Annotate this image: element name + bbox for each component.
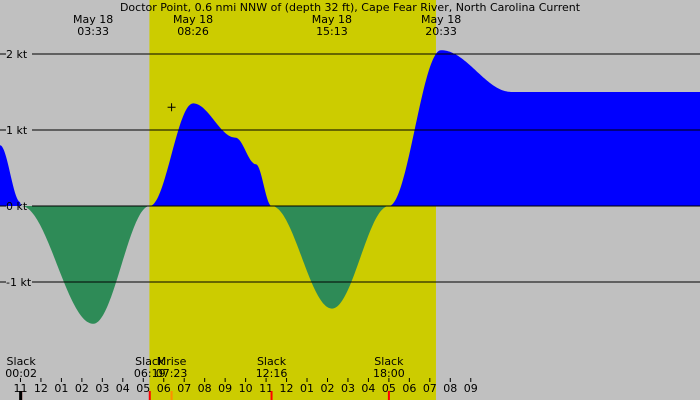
y-tick-label: 0 kt: [6, 200, 28, 213]
x-tick-label: 11: [13, 382, 27, 395]
x-tick-label: 10: [239, 382, 253, 395]
x-tick-label: 05: [382, 382, 396, 395]
x-tick-label: 12: [34, 382, 48, 395]
x-tick-label: 01: [54, 382, 68, 395]
extreme-date-label: May 18: [312, 13, 352, 26]
x-tick-label: 07: [177, 382, 191, 395]
x-tick-label: 02: [320, 382, 334, 395]
moonrise-event-time: 07:23: [156, 367, 188, 380]
extreme-time-label: 08:26: [177, 25, 209, 38]
extreme-time-label: 03:33: [77, 25, 109, 38]
slack-event-time: 00:02: [5, 367, 37, 380]
x-tick-label: 08: [198, 382, 212, 395]
moonrise-tick: [170, 391, 173, 400]
x-tick-label: 09: [464, 382, 478, 395]
y-tick-label: -1 kt: [6, 276, 32, 289]
slack-event-time: 06:19: [134, 367, 166, 380]
slack-event-label: Slack: [257, 355, 287, 368]
y-tick-label: 2 kt: [6, 48, 28, 61]
x-tick-label: 12: [280, 382, 294, 395]
extreme-time-label: 20:33: [425, 25, 457, 38]
x-tick-label: 09: [218, 382, 232, 395]
slack-event-label: Slack: [7, 355, 37, 368]
slack-tick: [148, 391, 151, 400]
x-tick-label: 08: [443, 382, 457, 395]
slack-event-time: 12:16: [256, 367, 288, 380]
flood-current-area: [0, 50, 700, 207]
moonrise-event-label: Mrise: [157, 355, 187, 368]
y-tick-label: 1 kt: [6, 124, 28, 137]
extreme-date-label: May 18: [421, 13, 461, 26]
x-tick-label: 05: [136, 382, 150, 395]
slack-event-label: Slack: [374, 355, 404, 368]
x-tick-label: 07: [423, 382, 437, 395]
slack-tick: [387, 391, 390, 400]
x-tick-label: 01: [300, 382, 314, 395]
moon-marker: [167, 103, 176, 112]
slack-event-time: 18:00: [373, 367, 405, 380]
x-tick-label: 06: [157, 382, 171, 395]
x-tick-label: 02: [75, 382, 89, 395]
x-tick-label: 03: [95, 382, 109, 395]
ebb-current-area: [0, 206, 700, 324]
slack-tick: [270, 391, 273, 400]
x-tick-label: 04: [361, 382, 375, 395]
x-tick-label: 03: [341, 382, 355, 395]
x-tick-label: 06: [402, 382, 416, 395]
slack-event-label: Slack: [135, 355, 165, 368]
extreme-date-label: May 18: [73, 13, 113, 26]
x-tick-label: 04: [116, 382, 130, 395]
x-tick-label: 11: [259, 382, 273, 395]
chart-title: Doctor Point, 0.6 nmi NNW of (depth 32 f…: [120, 1, 581, 14]
extreme-time-label: 15:13: [316, 25, 348, 38]
current-time-marker: [19, 391, 23, 400]
extreme-date-label: May 18: [173, 13, 213, 26]
